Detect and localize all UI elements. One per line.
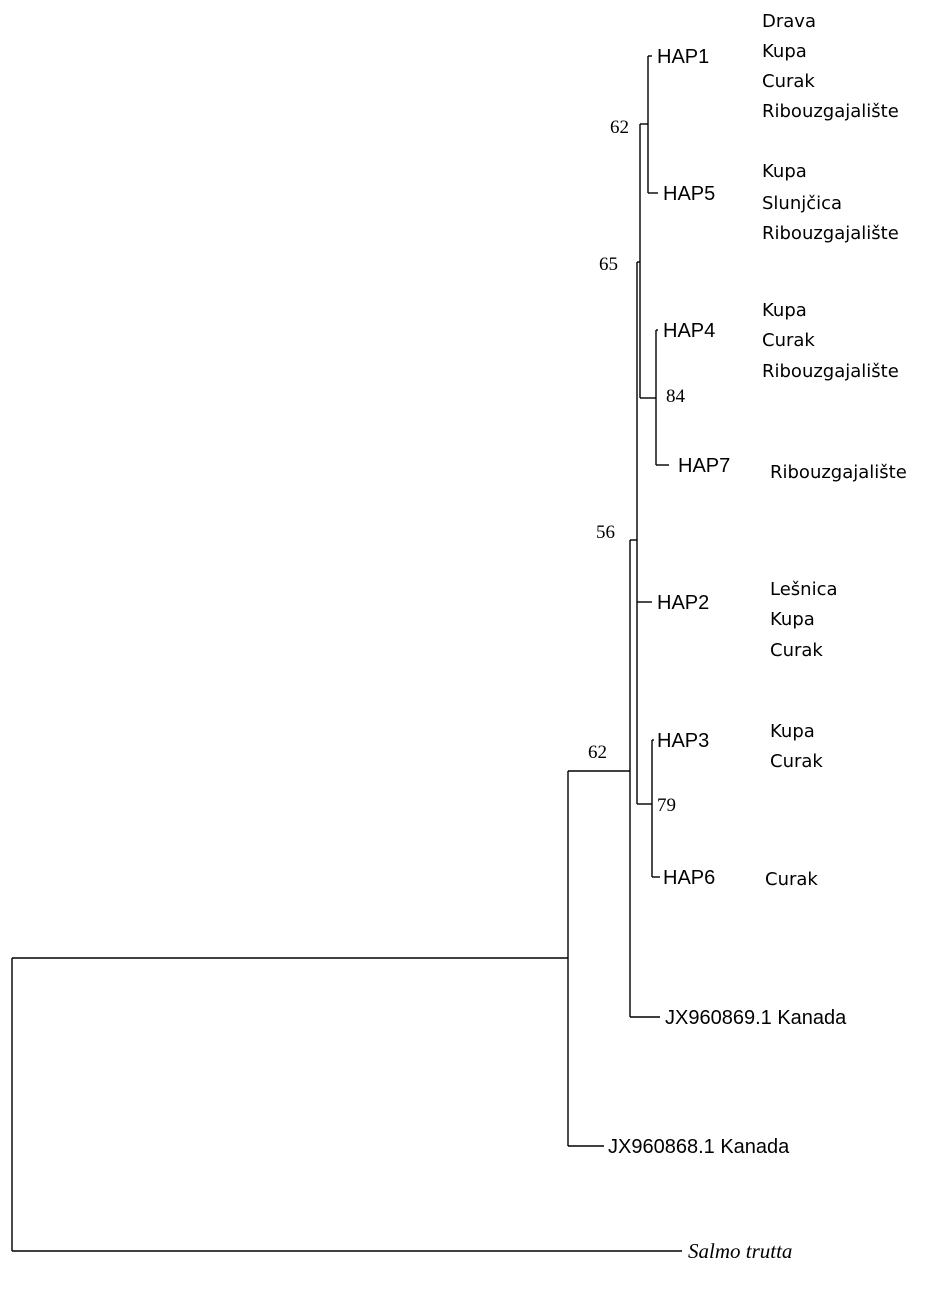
location-hap3-kupa: Kupa <box>770 721 815 742</box>
tip-label-hap4: HAP4 <box>663 320 715 342</box>
location-hap1-kupa: Kupa <box>762 41 807 62</box>
tree-branches <box>11 55 682 1252</box>
location-hap5-ribouzgajaliste: Ribouzgajalište <box>762 223 899 244</box>
location-hap7-ribouzgajaliste: Ribouzgajalište <box>770 462 907 483</box>
tip-labels: HAP1 HAP5 HAP4 HAP7 HAP2 HAP3 HAP6 JX960… <box>608 46 847 1263</box>
location-hap5-slunjcica: Slunjčica <box>762 193 842 214</box>
location-labels: Drava Kupa Curak Ribouzgajalište Kupa Sl… <box>762 11 907 890</box>
tip-label-hap2: HAP2 <box>657 592 709 614</box>
tip-label-hap6: HAP6 <box>663 867 715 889</box>
location-hap6-curak: Curak <box>765 869 818 890</box>
location-hap2-kupa: Kupa <box>770 609 815 630</box>
location-hap1-drava: Drava <box>762 11 816 32</box>
location-hap2-curak: Curak <box>770 640 823 661</box>
tip-label-hap5: HAP5 <box>663 183 715 205</box>
tip-label-hap7: HAP7 <box>678 455 730 477</box>
bootstrap-hap-clade-jx960869: 62 <box>588 742 607 763</box>
location-hap1-curak: Curak <box>762 71 815 92</box>
bootstrap-hap3-hap6: 79 <box>657 795 676 816</box>
bootstrap-hap1-hap5: 62 <box>610 117 629 138</box>
location-hap4-curak: Curak <box>762 330 815 351</box>
location-hap4-kupa: Kupa <box>762 300 807 321</box>
bootstrap-values: 62 65 84 56 62 79 <box>588 117 686 816</box>
location-hap1-ribouzgajaliste: Ribouzgajalište <box>762 101 899 122</box>
tip-label-hap3: HAP3 <box>657 730 709 752</box>
tip-label-jx960869: JX960869.1 Kanada <box>665 1007 847 1029</box>
location-hap4-ribouzgajaliste: Ribouzgajalište <box>762 361 899 382</box>
location-hap5-kupa: Kupa <box>762 161 807 182</box>
tip-label-outgroup: Salmo trutta <box>688 1239 792 1263</box>
location-hap3-curak: Curak <box>770 751 823 772</box>
tip-label-hap1: HAP1 <box>657 46 709 68</box>
tip-label-jx960868: JX960868.1 Kanada <box>608 1136 790 1158</box>
bootstrap-hap4-hap7: 84 <box>666 386 686 407</box>
location-hap2-lesnica: Lešnica <box>770 579 838 600</box>
bootstrap-hap1-hap5-hap4-hap7: 65 <box>599 254 618 275</box>
bootstrap-hap-clade: 56 <box>596 522 615 543</box>
